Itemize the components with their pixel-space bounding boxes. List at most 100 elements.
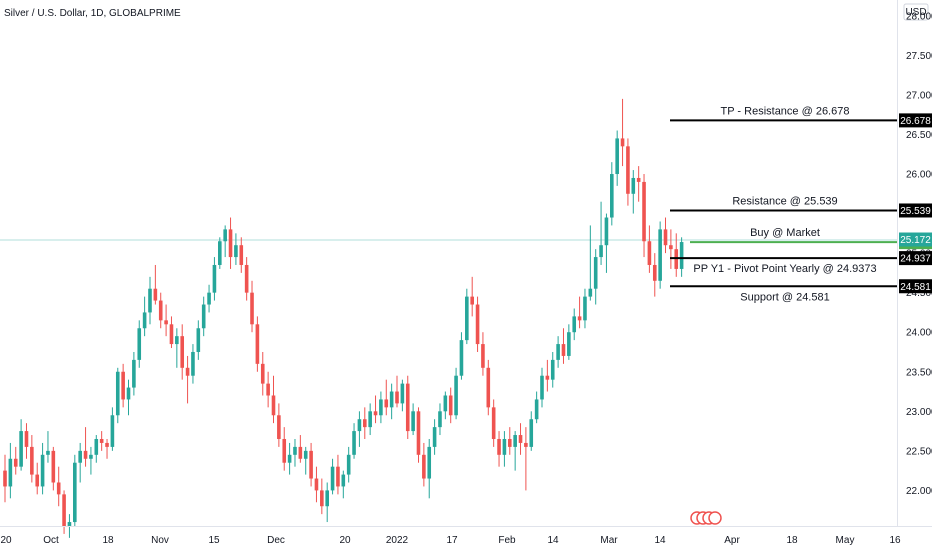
candle[interactable]	[577, 296, 582, 329]
candle[interactable]	[207, 284, 211, 313]
candle[interactable]	[175, 328, 179, 368]
candle[interactable]	[588, 225, 593, 301]
candle[interactable]	[293, 438, 297, 467]
candle[interactable]	[395, 375, 399, 408]
candle[interactable]	[481, 332, 485, 376]
candle[interactable]	[373, 395, 378, 424]
candle[interactable]	[384, 379, 389, 416]
price-axis[interactable]: USD 28.00027.50027.00026.50026.00025.500…	[897, 0, 932, 526]
candle[interactable]	[142, 296, 147, 337]
candle[interactable]	[379, 391, 383, 424]
candle[interactable]	[679, 237, 684, 277]
candle[interactable]	[368, 403, 372, 436]
candle[interactable]	[486, 359, 491, 416]
candle[interactable]	[475, 296, 480, 352]
candle[interactable]	[212, 257, 217, 301]
event-icon[interactable]	[708, 511, 722, 525]
candle[interactable]	[73, 454, 77, 526]
dividend-icons[interactable]	[690, 511, 722, 525]
candle[interactable]	[346, 446, 351, 483]
candle[interactable]	[30, 435, 34, 483]
candle[interactable]	[180, 324, 185, 380]
candle[interactable]	[524, 427, 528, 491]
candle[interactable]	[631, 170, 636, 214]
candle[interactable]	[416, 407, 421, 463]
candle[interactable]	[158, 292, 163, 329]
candle[interactable]	[647, 225, 652, 273]
candle[interactable]	[132, 351, 136, 396]
candle[interactable]	[3, 454, 7, 503]
candle[interactable]	[352, 423, 356, 459]
candle[interactable]	[642, 174, 646, 258]
candle[interactable]	[35, 462, 40, 495]
candle[interactable]	[438, 403, 442, 436]
candle[interactable]	[454, 367, 458, 420]
candle[interactable]	[234, 233, 238, 265]
candle[interactable]	[341, 470, 346, 499]
candle[interactable]	[164, 304, 168, 337]
candle[interactable]	[427, 438, 432, 499]
candle[interactable]	[362, 407, 367, 439]
candle[interactable]	[191, 344, 195, 384]
candle[interactable]	[405, 375, 410, 439]
candle[interactable]	[422, 442, 426, 487]
candle[interactable]	[615, 130, 619, 186]
candle[interactable]	[497, 431, 501, 467]
candle[interactable]	[636, 166, 641, 202]
candle[interactable]	[567, 324, 571, 360]
candle[interactable]	[51, 446, 56, 491]
candle[interactable]	[244, 257, 249, 301]
candle[interactable]	[250, 280, 254, 333]
candle[interactable]	[153, 264, 158, 305]
candle[interactable]	[604, 213, 609, 273]
candle[interactable]	[94, 435, 99, 463]
candle[interactable]	[185, 355, 190, 404]
candle[interactable]	[389, 383, 394, 420]
candle[interactable]	[470, 276, 474, 317]
candle[interactable]	[99, 431, 104, 451]
candle[interactable]	[556, 336, 560, 368]
candle[interactable]	[110, 407, 115, 451]
candle[interactable]	[89, 446, 93, 475]
candle[interactable]	[411, 403, 415, 436]
candle[interactable]	[218, 237, 222, 269]
candle[interactable]	[459, 332, 464, 380]
candle[interactable]	[583, 288, 587, 329]
candle[interactable]	[314, 466, 319, 503]
candle[interactable]	[298, 435, 303, 463]
candle[interactable]	[502, 431, 507, 467]
candle[interactable]	[669, 229, 673, 269]
candle[interactable]	[663, 217, 668, 254]
candle[interactable]	[320, 478, 324, 515]
candle[interactable]	[443, 391, 448, 420]
candle[interactable]	[13, 446, 18, 475]
candle[interactable]	[550, 351, 555, 388]
candle[interactable]	[465, 288, 469, 345]
candle[interactable]	[626, 138, 630, 206]
candle[interactable]	[448, 387, 453, 424]
candle[interactable]	[529, 411, 534, 451]
candle[interactable]	[19, 419, 23, 471]
candle[interactable]	[561, 328, 566, 364]
candle[interactable]	[115, 367, 120, 424]
candle[interactable]	[271, 375, 276, 424]
candle[interactable]	[540, 367, 544, 408]
candle[interactable]	[491, 399, 496, 447]
candle[interactable]	[336, 454, 340, 495]
candle[interactable]	[593, 249, 598, 305]
candle[interactable]	[287, 442, 292, 475]
candle[interactable]	[357, 411, 362, 447]
candle[interactable]	[83, 427, 88, 467]
candle[interactable]	[599, 201, 603, 265]
candle[interactable]	[223, 225, 227, 258]
candle[interactable]	[228, 217, 233, 269]
candle[interactable]	[658, 221, 662, 289]
candle[interactable]	[62, 490, 66, 534]
candle[interactable]	[620, 98, 625, 167]
candle[interactable]	[196, 320, 201, 360]
candle[interactable]	[255, 316, 260, 372]
candle[interactable]	[40, 442, 45, 495]
candle[interactable]	[148, 276, 152, 325]
candle[interactable]	[534, 391, 539, 424]
candle[interactable]	[277, 403, 281, 447]
